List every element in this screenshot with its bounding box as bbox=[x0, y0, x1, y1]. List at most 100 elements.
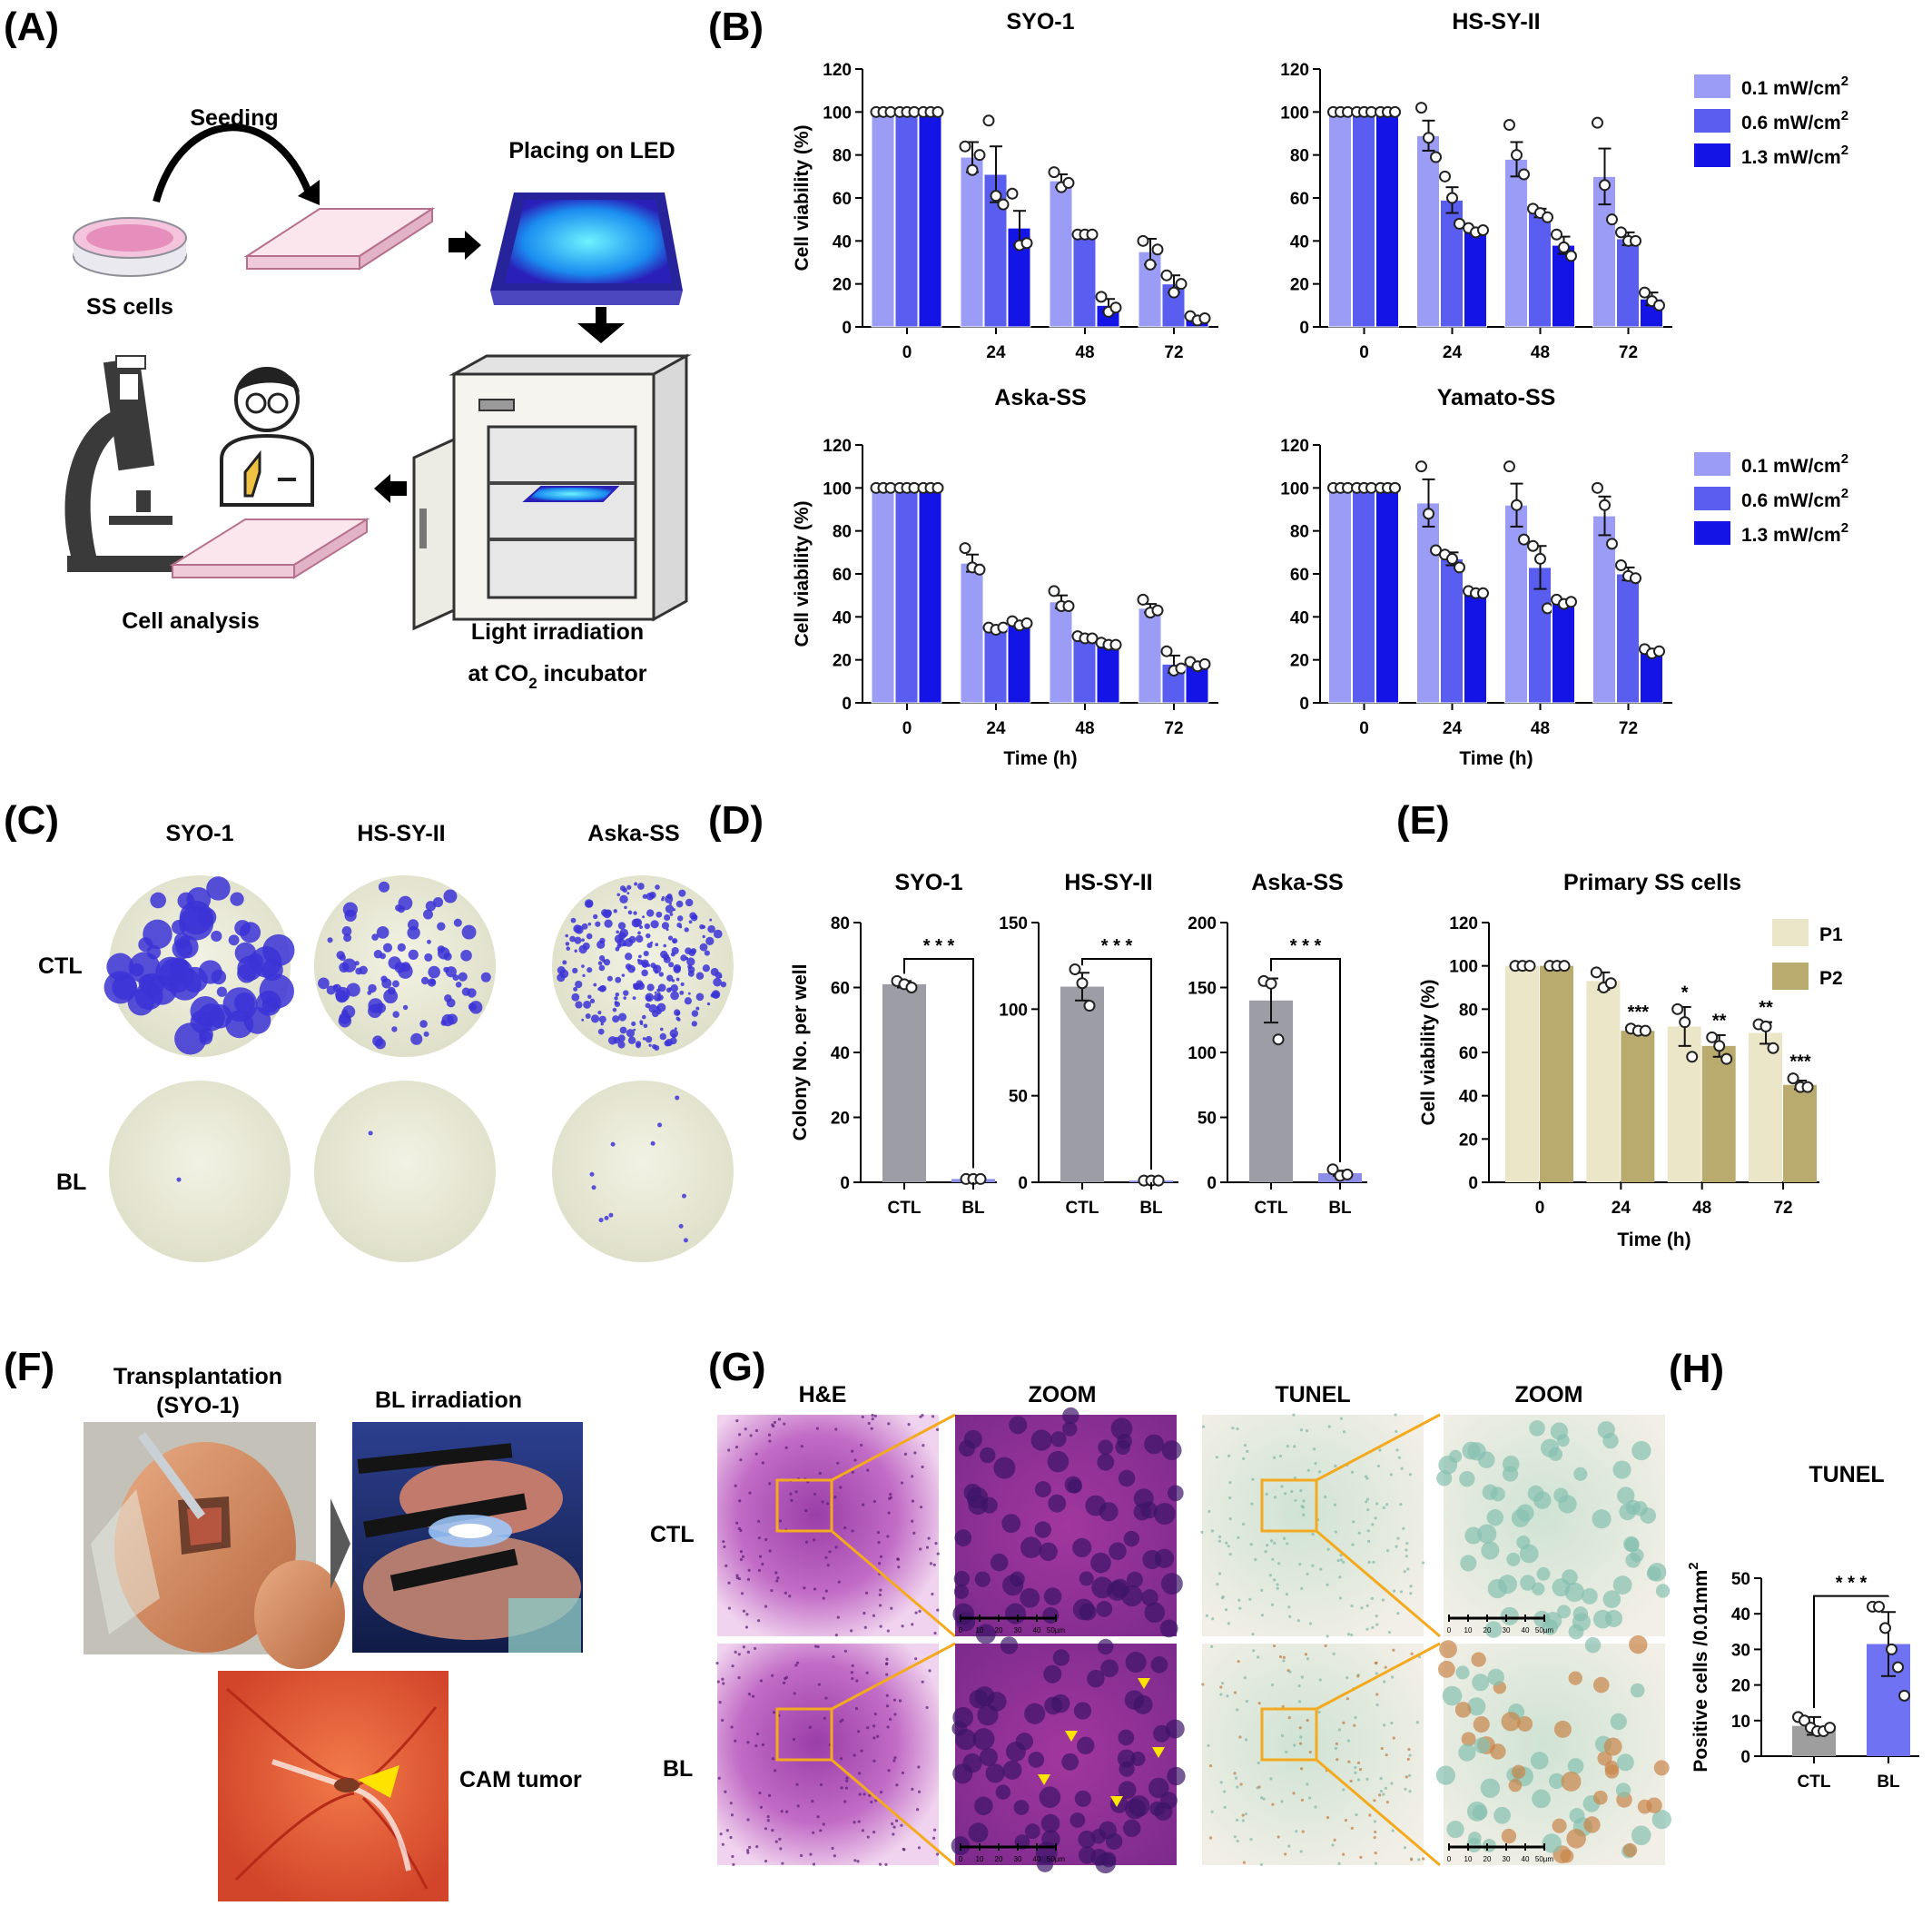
histology-cell bbox=[1336, 1758, 1339, 1762]
colony-spot bbox=[615, 947, 620, 952]
histology-cell bbox=[1602, 1590, 1622, 1609]
cam-tumor-photo bbox=[218, 1671, 448, 1901]
histology-cell bbox=[1548, 1773, 1565, 1790]
colony-spot bbox=[367, 991, 372, 995]
histology-cell bbox=[813, 1538, 816, 1542]
colony-spot bbox=[642, 894, 647, 899]
colony-spot bbox=[604, 919, 613, 928]
colony-spot bbox=[654, 1044, 660, 1052]
histology-cell bbox=[925, 1546, 930, 1549]
panel-b-y-tick-label: 80 bbox=[1290, 523, 1309, 542]
histology-cell bbox=[796, 1804, 800, 1808]
zoom-connector-line bbox=[831, 1758, 956, 1867]
panel-b-y-tick-label: 40 bbox=[1290, 232, 1309, 252]
scale-bar-label: 50µm bbox=[1047, 1855, 1066, 1863]
zoom-box bbox=[1260, 1478, 1318, 1533]
histology-cell bbox=[1384, 1786, 1387, 1790]
colony-spot bbox=[612, 1007, 617, 1012]
histology-cell bbox=[1407, 1747, 1411, 1752]
histology-cell bbox=[1153, 1503, 1176, 1526]
histology-cell bbox=[1013, 1800, 1030, 1815]
colony-spot bbox=[661, 922, 670, 930]
histology-cell bbox=[1290, 1489, 1294, 1494]
panel-b-point bbox=[1020, 237, 1033, 250]
histology-cell bbox=[1384, 1665, 1387, 1669]
panel-e-x-tick-label: 24 bbox=[1612, 1199, 1631, 1218]
colony-spot bbox=[633, 911, 637, 915]
histology-cell bbox=[794, 1490, 798, 1494]
histology-cell bbox=[1396, 1536, 1400, 1540]
colony-spot bbox=[688, 949, 696, 957]
colony-spot bbox=[581, 938, 585, 943]
colony-spot bbox=[658, 972, 665, 977]
histology-cell bbox=[1030, 1429, 1052, 1451]
histology-cell bbox=[1373, 1799, 1376, 1802]
histology-cell bbox=[1379, 1777, 1383, 1781]
panel-e-bar bbox=[1749, 1032, 1783, 1182]
panel-h-y-tick-label: 50 bbox=[1731, 1570, 1750, 1589]
histology-cell bbox=[1207, 1743, 1210, 1747]
histology-cell bbox=[915, 1808, 920, 1812]
colony-plate bbox=[109, 1081, 291, 1262]
histology-cell bbox=[1125, 1652, 1147, 1673]
colony-spot bbox=[407, 926, 420, 940]
histology-cell bbox=[1231, 1427, 1235, 1430]
arrow-left-icon bbox=[374, 474, 407, 503]
histology-cell bbox=[839, 1486, 843, 1489]
panel-b-chart-title: SYO-1 bbox=[1006, 9, 1074, 35]
histology-cell bbox=[1646, 1565, 1661, 1581]
panel-b-point bbox=[1511, 499, 1523, 511]
histology-cell bbox=[758, 1555, 763, 1558]
histology-cell bbox=[1390, 1721, 1394, 1725]
histology-cell bbox=[1079, 1571, 1094, 1586]
histology-cell bbox=[823, 1716, 826, 1720]
histology-cell bbox=[936, 1552, 940, 1555]
panel-b-y-tick-label: 20 bbox=[1290, 652, 1309, 671]
histology-cell bbox=[828, 1550, 832, 1554]
histology-cell bbox=[878, 1862, 882, 1866]
colony-spot bbox=[590, 1014, 600, 1023]
histology-cell bbox=[911, 1787, 914, 1791]
histology-cell bbox=[1603, 1737, 1622, 1756]
histology-cell bbox=[1294, 1498, 1297, 1502]
colony-spot bbox=[627, 1036, 636, 1044]
histology-cell bbox=[1615, 1783, 1631, 1798]
histology-cell bbox=[731, 1854, 734, 1859]
colony-spot bbox=[702, 924, 706, 929]
histology-cell bbox=[1365, 1500, 1368, 1504]
colony-spot bbox=[669, 1029, 679, 1038]
panel-d-significance-bracket bbox=[1270, 958, 1341, 1162]
histology-cell bbox=[772, 1711, 776, 1714]
histology-cell bbox=[1630, 1683, 1645, 1698]
panel-b-point bbox=[997, 198, 1010, 211]
histology-cell bbox=[1270, 1603, 1275, 1606]
incubator-label: at CO2 incubator bbox=[468, 661, 647, 692]
histology-cell bbox=[1287, 1716, 1291, 1720]
colony-spot bbox=[691, 1010, 699, 1017]
histology-cell bbox=[872, 1724, 876, 1728]
histology-cell bbox=[1408, 1790, 1412, 1793]
panel-b-bar bbox=[1328, 111, 1352, 328]
histology-cell bbox=[972, 1728, 995, 1751]
panel-b-point bbox=[1086, 228, 1099, 241]
histology-cell bbox=[1311, 1532, 1315, 1536]
legend-unit-sup: 2 bbox=[1841, 74, 1848, 89]
colony-plate bbox=[314, 1081, 496, 1262]
histology-cell bbox=[1379, 1789, 1383, 1793]
colony-spot bbox=[643, 1023, 648, 1029]
histology-cell bbox=[1242, 1457, 1246, 1461]
histology-cell bbox=[1374, 1851, 1377, 1855]
panel-d-point bbox=[1069, 963, 1081, 975]
colony-spot bbox=[458, 972, 468, 982]
colony-spot bbox=[668, 987, 672, 991]
colony-spot bbox=[574, 949, 577, 953]
histology-cell bbox=[1006, 1742, 1026, 1762]
histology-cell bbox=[734, 1484, 737, 1487]
histology-cell bbox=[1560, 1849, 1574, 1863]
panel-d-significance-label: * * * bbox=[1101, 936, 1133, 956]
histology-cell bbox=[1200, 1530, 1204, 1534]
light-irradiation-label: Light irradiation bbox=[471, 619, 644, 645]
colony-spot bbox=[632, 996, 636, 1000]
histology-cell bbox=[1461, 1732, 1476, 1747]
histology-cell bbox=[1350, 1826, 1354, 1830]
